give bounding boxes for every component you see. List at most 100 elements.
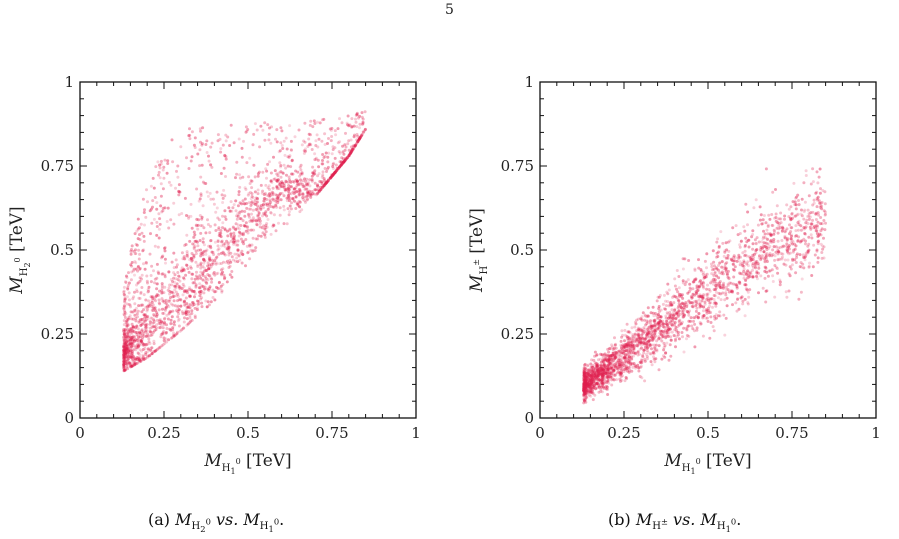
scatter-point <box>685 310 689 314</box>
scatter-point <box>775 267 779 270</box>
scatter-point <box>356 134 360 138</box>
scatter-point <box>804 221 808 225</box>
scatter-point <box>813 224 816 228</box>
scatter-point <box>610 354 614 357</box>
scatter-point <box>133 252 137 256</box>
scatter-point <box>143 345 147 348</box>
scatter-point <box>615 366 619 370</box>
scatter-point <box>636 333 640 337</box>
scatter-point <box>153 281 156 285</box>
scatter-point <box>617 352 621 356</box>
scatter-point <box>738 271 742 275</box>
scatter-point <box>169 336 173 340</box>
scatter-point <box>768 269 772 273</box>
scatter-point <box>645 340 649 344</box>
scatter-point <box>286 164 290 168</box>
scatter-point <box>229 261 233 264</box>
scatter-point <box>143 208 146 212</box>
scatter-point <box>592 370 596 374</box>
scatter-point <box>632 362 636 366</box>
scatter-point <box>818 232 822 236</box>
scatter-point <box>123 300 127 304</box>
scatter-point <box>324 181 328 185</box>
scatter-point <box>266 123 270 127</box>
scatter-point <box>155 294 159 298</box>
scatter-point <box>643 357 647 361</box>
scatter-point <box>263 138 267 142</box>
scatter-point <box>238 201 242 205</box>
scatter-point <box>122 356 126 360</box>
scatter-point <box>610 356 614 360</box>
scatter-point <box>158 345 162 349</box>
caption-a-vs: vs. <box>215 510 239 529</box>
scatter-point <box>633 332 637 336</box>
scatter-point <box>582 381 586 385</box>
scatter-point <box>143 347 147 351</box>
scatter-point <box>703 302 707 306</box>
scatter-point <box>135 324 139 328</box>
scatter-point <box>649 324 653 328</box>
scatter-point <box>639 337 643 341</box>
scatter-point <box>178 287 182 291</box>
scatter-point <box>635 318 639 322</box>
scatter-point <box>335 168 339 172</box>
scatter-point <box>341 157 345 161</box>
scatter-point <box>791 240 795 244</box>
scatter-point <box>651 336 655 340</box>
scatter-point <box>155 287 159 291</box>
scatter-point <box>350 125 354 129</box>
scatter-point <box>171 303 175 307</box>
scatter-point <box>600 372 604 376</box>
scatter-point <box>669 303 673 307</box>
scatter-point <box>596 377 600 381</box>
scatter-point <box>592 367 596 371</box>
scatter-point <box>324 182 328 185</box>
scatter-point <box>590 358 594 362</box>
scatter-point <box>766 242 770 246</box>
scatter-point <box>584 379 588 383</box>
scatter-point <box>251 219 255 223</box>
scatter-point <box>812 198 816 202</box>
scatter-point <box>726 240 730 244</box>
scatter-point <box>173 323 177 327</box>
scatter-point <box>297 193 301 197</box>
scatter-point <box>151 309 155 312</box>
scatter-point <box>163 299 166 303</box>
scatter-point <box>317 189 321 193</box>
scatter-point <box>695 284 699 288</box>
scatter-point <box>582 397 586 401</box>
scatter-point <box>277 150 281 154</box>
scatter-point <box>122 352 126 355</box>
scatter-point <box>593 350 597 354</box>
scatter-point <box>136 315 139 319</box>
scatter-point <box>269 204 273 208</box>
scatter-point <box>674 317 678 321</box>
scatter-point <box>656 316 660 320</box>
scatter-point <box>124 347 128 350</box>
scatter-point <box>139 331 143 335</box>
scatter-point <box>351 147 355 151</box>
scatter-point <box>668 315 672 319</box>
scatter-point <box>582 379 586 383</box>
scatter-point <box>145 274 149 278</box>
scatter-point <box>810 274 814 277</box>
scatter-point <box>799 224 803 228</box>
scatter-point <box>791 250 795 254</box>
scatter-point <box>592 386 596 389</box>
scatter-point <box>138 252 142 256</box>
scatter-point <box>219 231 223 235</box>
scatter-point <box>602 376 606 379</box>
scatter-point <box>279 170 283 174</box>
scatter-point <box>619 346 623 350</box>
scatter-point <box>789 237 793 241</box>
scatter-point <box>144 261 148 265</box>
scatter-point <box>650 343 653 347</box>
scatter-point <box>765 270 769 274</box>
scatter-point <box>218 287 222 291</box>
scatter-point <box>268 198 272 202</box>
scatter-point <box>186 322 190 326</box>
scatter-point <box>153 306 157 310</box>
scatter-point <box>240 261 244 265</box>
scatter-point <box>143 267 147 271</box>
scatter-point <box>701 316 705 320</box>
